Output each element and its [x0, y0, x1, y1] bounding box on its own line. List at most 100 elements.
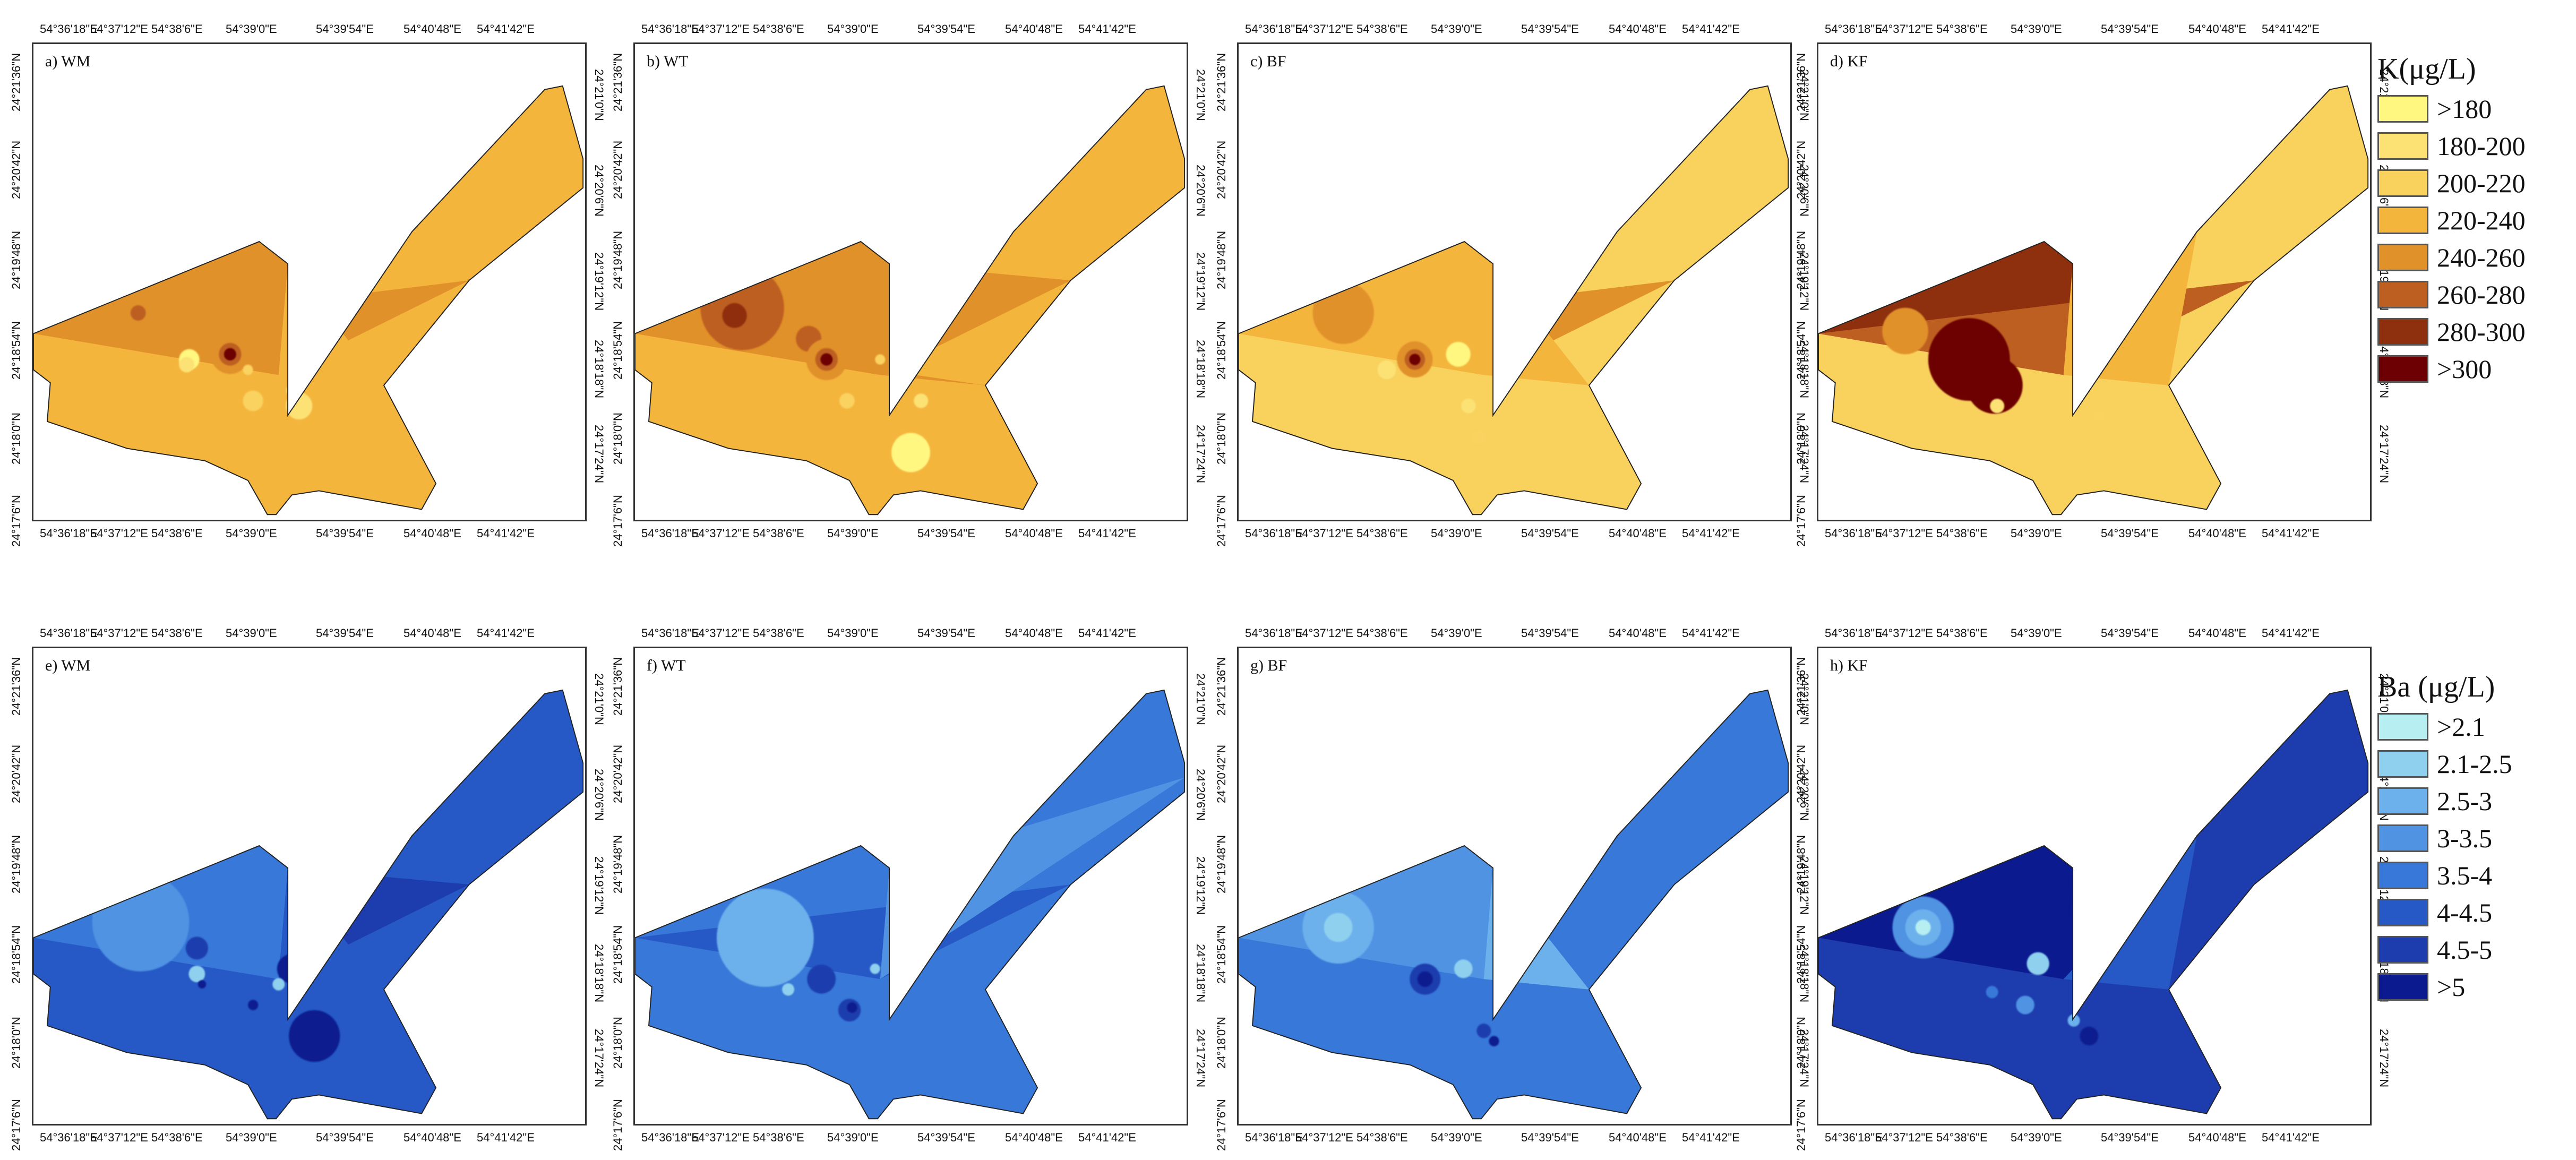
left-latitude-tick: 24°19'48"N [611, 230, 624, 289]
right-latitude-tick: 24°17'24"N [2377, 425, 2391, 484]
legend-label: 240-260 [2437, 243, 2526, 272]
top-longitude-tick: 54°39'54"E [1521, 626, 1579, 640]
map-frame: g) BF [1237, 647, 1792, 1125]
bottom-longitude-tick: 54°39'54"E [316, 527, 374, 540]
legend-swatch [2377, 95, 2428, 123]
top-longitude-tick: 54°36'18"E [40, 22, 98, 36]
bottom-longitude-tick: 54°37'12"E [1295, 1131, 1353, 1144]
legend-swatch [2377, 973, 2428, 1001]
top-longitude-tick: 54°41'42"E [1078, 626, 1136, 640]
concentration-hotspot [716, 888, 814, 987]
legend-label: 2.5-3 [2437, 786, 2493, 816]
bottom-longitude-tick: 54°40'48"E [1609, 527, 1667, 540]
left-latitude-tick: 24°18'54"N [611, 925, 624, 984]
concentration-hotspot [2067, 1014, 2080, 1027]
concentration-hotspot [1489, 1036, 1499, 1046]
right-latitude-tick: 24°19'12"N [593, 856, 606, 915]
map-frame: h) KF [1817, 647, 2372, 1125]
study-area [1239, 85, 1789, 515]
panel-label: h) KF [1830, 657, 1868, 674]
right-latitude-tick: 24°19'12"N [1194, 252, 1207, 311]
top-longitude-tick: 54°37'12"E [692, 626, 750, 640]
bottom-longitude-tick: 54°39'0"E [1431, 1131, 1482, 1144]
top-longitude-tick: 54°37'12"E [1295, 626, 1353, 640]
bottom-longitude-tick: 54°36'18"E [40, 527, 98, 540]
right-latitude-tick: 24°18'18"N [1194, 944, 1207, 1003]
left-latitude-tick: 24°19'48"N [1215, 230, 1228, 289]
bottom-longitude-tick: 54°37'12"E [692, 527, 750, 540]
bottom-longitude-tick: 54°40'48"E [1005, 1131, 1063, 1144]
left-latitude-tick: 24°20'42"N [611, 744, 624, 803]
concentration-map [635, 85, 1186, 515]
bottom-longitude-tick: 54°37'12"E [90, 527, 148, 540]
legend-potassium: K(μg/L) >180 180-200 200-220 220-240 240-260… [2377, 52, 2526, 388]
top-longitude-tick: 54°39'0"E [2011, 626, 2062, 640]
bottom-longitude-tick: 54°36'18"E [641, 527, 699, 540]
concentration-map [33, 85, 584, 515]
concentration-hotspot [1990, 399, 2005, 414]
left-latitude-tick: 24°21'36"N [1794, 53, 1808, 111]
study-area [33, 85, 583, 515]
top-longitude-tick: 54°38'6"E [753, 22, 804, 36]
top-longitude-tick: 54°36'18"E [1825, 626, 1883, 640]
top-longitude-tick: 54°38'6"E [1356, 626, 1408, 640]
bottom-longitude-tick: 54°40'48"E [2188, 527, 2246, 540]
left-latitude-tick: 24°18'0"N [10, 1017, 23, 1069]
left-latitude-tick: 24°21'36"N [611, 657, 624, 716]
right-latitude-tick: 24°17'24"N [1194, 1029, 1207, 1088]
legend-swatch [2377, 899, 2428, 926]
left-latitude-tick: 24°19'48"N [10, 835, 23, 893]
concentration-hotspot [870, 964, 880, 974]
left-latitude-tick: 24°17'6"N [611, 495, 624, 547]
bottom-longitude-tick: 54°36'18"E [1825, 1131, 1883, 1144]
legend-label: >2.1 [2437, 712, 2485, 742]
top-longitude-tick: 54°40'48"E [1005, 22, 1063, 36]
legend-swatch [2377, 244, 2428, 271]
legend-item: 2.1-2.5 [2377, 745, 2512, 783]
top-longitude-tick: 54°38'6"E [1936, 626, 1988, 640]
concentration-hotspot [1986, 985, 1998, 999]
concentration-hotspot [2016, 995, 2034, 1015]
bottom-longitude-tick: 54°39'54"E [917, 1131, 975, 1144]
bottom-longitude-tick: 54°39'0"E [2011, 1131, 2062, 1144]
right-latitude-tick: 24°20'6"N [1194, 769, 1207, 821]
bottom-longitude-tick: 54°39'0"E [1431, 527, 1482, 540]
study-area [33, 690, 583, 1119]
concentration-map [635, 689, 1186, 1120]
legend-swatch [2377, 355, 2428, 383]
left-latitude-tick: 24°18'0"N [1215, 413, 1228, 465]
concentration-hotspot [1454, 959, 1473, 978]
legend-swatch [2377, 936, 2428, 964]
left-latitude-tick: 24°19'48"N [10, 230, 23, 289]
legend-item: >5 [2377, 968, 2512, 1006]
legend-label: >5 [2437, 972, 2466, 1002]
bottom-longitude-tick: 54°39'0"E [2011, 527, 2062, 540]
legend-swatch [2377, 750, 2428, 778]
study-area-outline [1818, 85, 2369, 515]
map-frame: c) BF [1237, 42, 1792, 521]
legend-label: 2.1-2.5 [2437, 749, 2512, 779]
left-latitude-tick: 24°21'36"N [10, 53, 23, 111]
top-longitude-tick: 54°41'42"E [477, 22, 535, 36]
legend-item: 4.5-5 [2377, 931, 2512, 968]
legend-item: 3.5-4 [2377, 857, 2512, 894]
concentration-hotspot [243, 364, 253, 375]
top-longitude-tick: 54°40'48"E [1609, 626, 1667, 640]
bottom-longitude-tick: 54°40'48"E [403, 527, 461, 540]
left-latitude-tick: 24°20'42"N [611, 140, 624, 199]
concentration-hotspot [185, 936, 209, 960]
legend-swatch [2377, 132, 2428, 160]
bottom-longitude-tick: 54°38'6"E [753, 527, 804, 540]
right-latitude-tick: 24°18'18"N [593, 944, 606, 1003]
left-latitude-tick: 24°21'36"N [611, 53, 624, 111]
left-latitude-tick: 24°20'42"N [1215, 140, 1228, 199]
left-latitude-tick: 24°17'6"N [611, 1099, 624, 1151]
study-area [635, 85, 1185, 515]
top-longitude-tick: 54°39'0"E [1431, 22, 1482, 36]
bottom-longitude-tick: 54°40'48"E [1609, 1131, 1667, 1144]
concentration-hotspot [1377, 360, 1396, 380]
left-latitude-tick: 24°19'48"N [611, 835, 624, 893]
bottom-longitude-tick: 54°39'0"E [226, 527, 277, 540]
concentration-hotspot [1471, 429, 1487, 445]
left-latitude-tick: 24°17'6"N [1794, 495, 1808, 547]
